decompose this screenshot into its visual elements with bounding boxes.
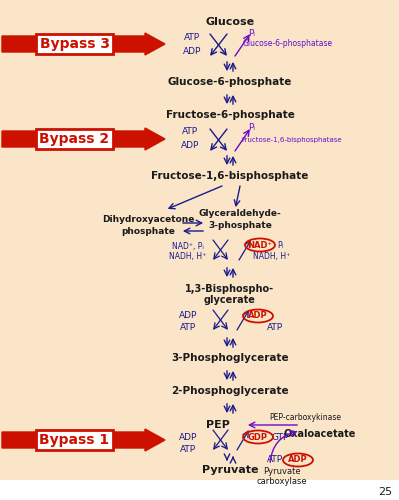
Text: ATP: ATP <box>184 34 200 42</box>
Text: 2-Phosphoglycerate: 2-Phosphoglycerate <box>171 386 289 396</box>
Text: Fructose-1,6-bisphosphate: Fructose-1,6-bisphosphate <box>151 171 309 181</box>
FancyArrow shape <box>2 429 165 451</box>
Text: carboxylase: carboxylase <box>257 476 307 486</box>
Text: Glucose-6-phosphatase: Glucose-6-phosphatase <box>243 40 333 48</box>
Text: ADP: ADP <box>179 434 197 442</box>
Text: ATP: ATP <box>267 322 283 332</box>
Text: NAD⁺: NAD⁺ <box>247 240 273 250</box>
Text: Dihydroxyacetone: Dihydroxyacetone <box>102 216 194 224</box>
Text: glycerate: glycerate <box>204 295 256 305</box>
Text: Bypass 2: Bypass 2 <box>40 132 110 146</box>
Text: NAD⁺, Pᵢ: NAD⁺, Pᵢ <box>172 242 204 250</box>
Text: Pyruvate: Pyruvate <box>263 468 301 476</box>
Text: ADP: ADP <box>288 456 308 464</box>
Text: Pᵢ: Pᵢ <box>249 28 255 38</box>
Text: PEP-carboxykinase: PEP-carboxykinase <box>269 414 341 422</box>
Text: 3-Phosphoglycerate: 3-Phosphoglycerate <box>171 353 289 363</box>
Text: ATP: ATP <box>180 322 196 332</box>
Text: ATP: ATP <box>180 444 196 454</box>
Text: NADH, H⁺: NADH, H⁺ <box>169 252 207 262</box>
Text: Pᵢ: Pᵢ <box>249 124 255 132</box>
Text: Bypass 3: Bypass 3 <box>40 37 109 51</box>
FancyArrow shape <box>2 128 165 150</box>
Text: phosphate: phosphate <box>121 226 175 235</box>
Text: 3-phosphate: 3-phosphate <box>208 220 272 230</box>
Text: Bypass 1: Bypass 1 <box>40 433 110 447</box>
Text: ADP: ADP <box>181 140 199 149</box>
Text: ATP: ATP <box>182 126 198 136</box>
Text: NADH, H⁺: NADH, H⁺ <box>253 252 290 262</box>
Text: PEP: PEP <box>206 420 230 430</box>
Text: GTP: GTP <box>271 432 289 442</box>
Text: GDP: GDP <box>248 432 268 442</box>
Text: Glyceraldehyde-: Glyceraldehyde- <box>199 210 281 218</box>
Text: ATP: ATP <box>267 456 283 464</box>
Text: Pᵢ: Pᵢ <box>277 240 283 250</box>
Text: Glucose: Glucose <box>205 17 255 27</box>
Text: ADP: ADP <box>248 312 268 320</box>
Text: Oxaloacetate: Oxaloacetate <box>284 429 356 439</box>
Text: Fructose-6-phosphate: Fructose-6-phosphate <box>166 110 294 120</box>
FancyArrow shape <box>2 33 165 55</box>
Bar <box>0 480 399 500</box>
Text: Glucose-6-phosphate: Glucose-6-phosphate <box>168 77 292 87</box>
Text: ADP: ADP <box>179 312 197 320</box>
Text: ADP: ADP <box>183 48 201 56</box>
Text: 25: 25 <box>378 487 392 497</box>
Text: Pyruvate: Pyruvate <box>202 465 258 475</box>
Text: 1,3-Bisphospho-: 1,3-Bisphospho- <box>186 284 275 294</box>
Text: Fructose-1,6-bisphosphatase: Fructose-1,6-bisphosphatase <box>242 137 342 143</box>
